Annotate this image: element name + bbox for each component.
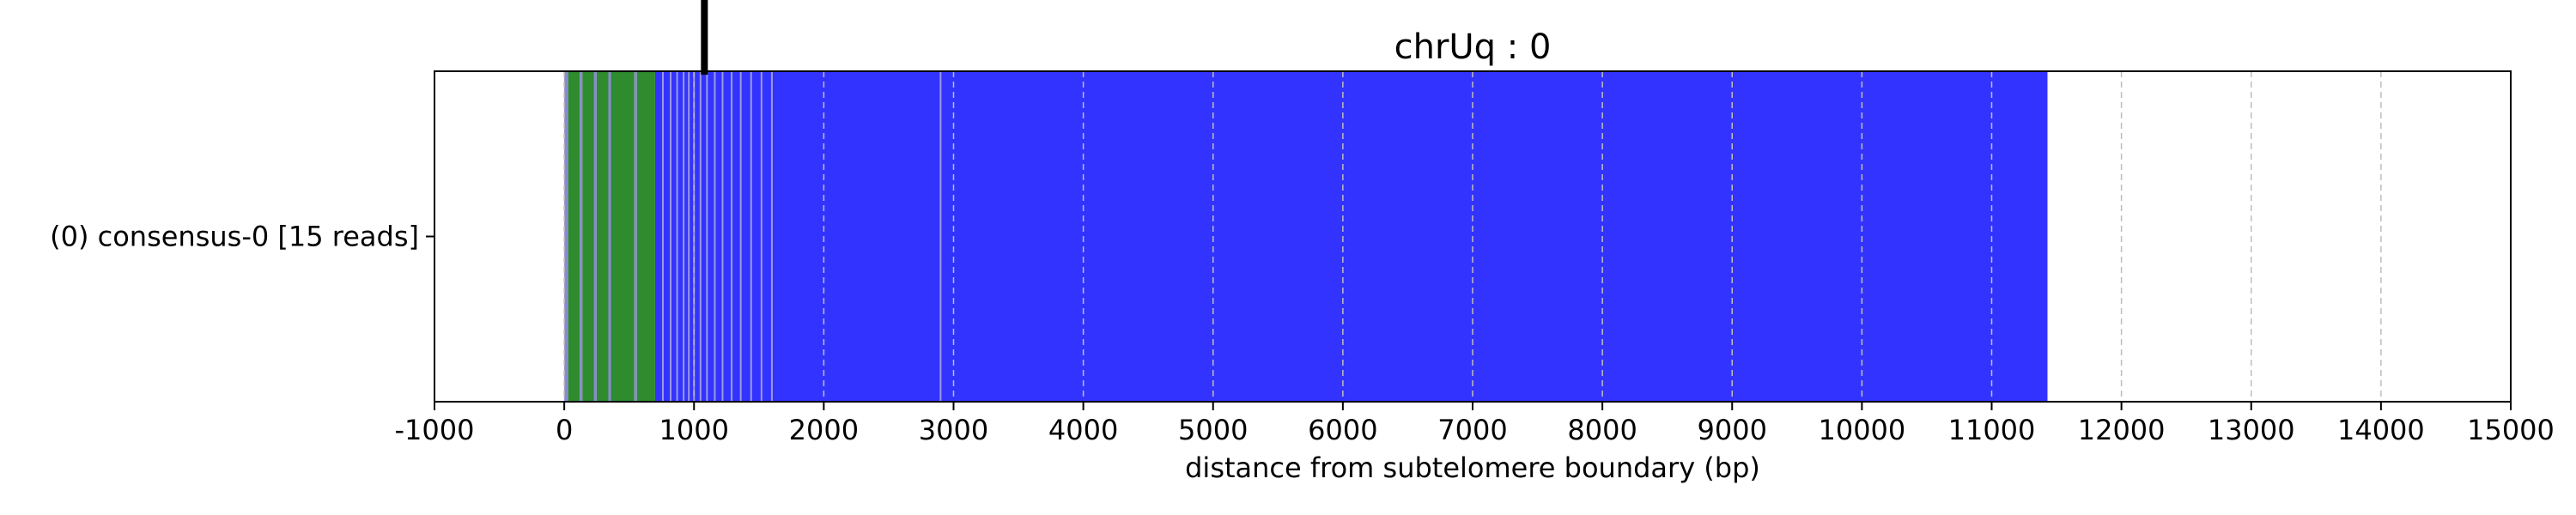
read-segment <box>636 71 655 402</box>
x-tick-label: 9000 <box>1698 414 1767 446</box>
x-tick-label: 3000 <box>919 414 988 446</box>
x-tick-label: 15000 <box>2467 414 2555 446</box>
grid-lines <box>563 71 2382 402</box>
read-segment <box>634 71 637 402</box>
y-tick-label: (0) consensus-0 [15 reads] <box>50 221 419 253</box>
x-tick-label: 1000 <box>659 414 729 446</box>
x-tick-label: -1000 <box>395 414 475 446</box>
read-segment <box>593 71 597 402</box>
read-segment <box>596 71 609 402</box>
x-tick-label: 14000 <box>2337 414 2425 446</box>
x-tick-label: 2000 <box>789 414 859 446</box>
read-segment <box>608 71 611 402</box>
x-tick-label: 0 <box>556 414 573 446</box>
x-tick-label: 7000 <box>1437 414 1507 446</box>
x-tick-label: 4000 <box>1048 414 1118 446</box>
x-tick-label: 6000 <box>1308 414 1377 446</box>
read-segment <box>580 71 583 402</box>
x-tick-label: 5000 <box>1178 414 1248 446</box>
x-tick-label: 13000 <box>2208 414 2295 446</box>
read-segment <box>582 71 594 402</box>
x-axis-label: distance from subtelomere boundary (bp) <box>1185 451 1760 484</box>
read-segment <box>654 71 2048 402</box>
x-tick-label: 12000 <box>2078 414 2166 446</box>
read-segment <box>568 71 580 402</box>
x-tick-label: 11000 <box>1948 414 2036 446</box>
x-axis-ticks: -1000 0 1000 2000 3000 4000 5000 6000 7000 8000 90… <box>395 402 2555 446</box>
read-segments <box>564 71 2048 402</box>
x-tick-label: 8000 <box>1567 414 1637 446</box>
read-segment <box>611 71 635 402</box>
y-axis-ticks: (0) consensus-0 [15 reads] <box>50 221 434 253</box>
chart-title: chrUq : 0 <box>1394 27 1552 67</box>
read-segment <box>564 71 568 402</box>
x-tick-label: 10000 <box>1818 414 1905 446</box>
